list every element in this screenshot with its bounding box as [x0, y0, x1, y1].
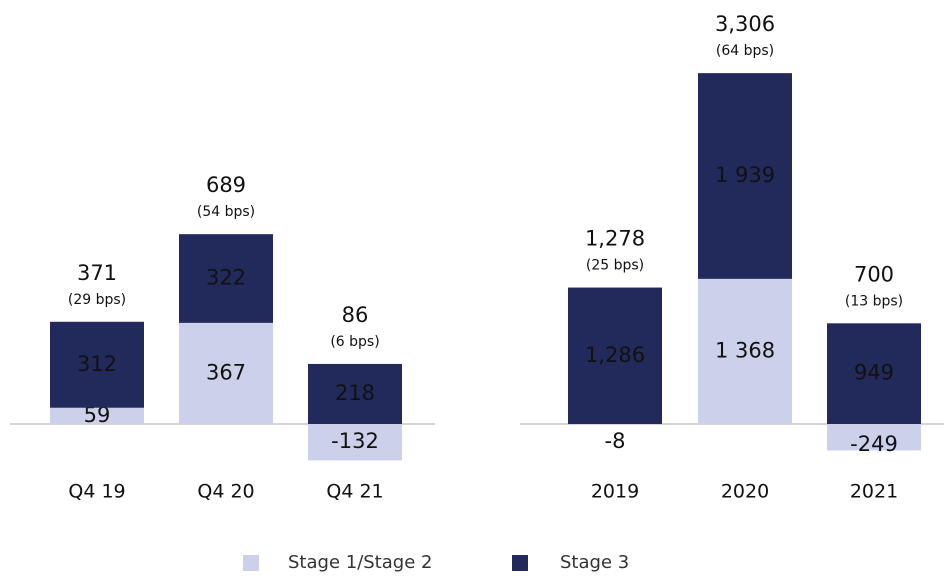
- total-label: 700: [854, 262, 894, 286]
- segment-label: 1 368: [715, 338, 775, 362]
- total-bps: (25 bps): [586, 258, 644, 274]
- total-bps: (6 bps): [330, 334, 379, 350]
- bar-segment: [698, 73, 792, 279]
- x-tick-label: Q4 20: [197, 481, 254, 503]
- x-tick-label: 2019: [591, 481, 639, 503]
- legend-swatch: [512, 555, 528, 571]
- total-label: 689: [206, 173, 246, 197]
- bar-segment: [179, 322, 273, 424]
- total-label: 371: [77, 261, 117, 285]
- bar-segment: [698, 278, 792, 424]
- x-tick-label: 2020: [721, 481, 769, 503]
- segment-label: -132: [331, 429, 379, 453]
- bar-segment: [308, 363, 402, 424]
- total-bps: (13 bps): [845, 293, 903, 309]
- segment-label: 218: [335, 381, 375, 405]
- bar-segment: [827, 323, 921, 424]
- segment-label: 322: [206, 266, 246, 290]
- total-bps: (29 bps): [68, 292, 126, 308]
- segment-label: 949: [854, 361, 894, 385]
- segment-label: 367: [206, 360, 246, 384]
- total-label: 86: [342, 303, 369, 327]
- total-label: 1,278: [585, 227, 645, 251]
- segment-label: 1 939: [715, 163, 775, 187]
- x-tick-label: Q4 21: [326, 481, 383, 503]
- bar-segment: [568, 424, 662, 425]
- segment-label: -249: [850, 432, 898, 456]
- x-tick-label: Q4 19: [68, 481, 125, 503]
- bar-segment: [308, 424, 402, 461]
- total-bps: (64 bps): [716, 43, 774, 59]
- x-tick-label: 2021: [850, 481, 898, 503]
- legend-label: Stage 1/Stage 2: [288, 552, 432, 573]
- legend-label: Stage 3: [560, 552, 629, 573]
- bar-segment: [50, 407, 144, 424]
- bar-segment: [50, 321, 144, 408]
- segment-label: -8: [605, 429, 626, 453]
- legend-swatch: [243, 555, 259, 571]
- total-label: 3,306: [715, 12, 775, 36]
- bar-segment: [179, 234, 273, 323]
- segment-label: 1,286: [585, 343, 645, 367]
- segment-label: 312: [77, 352, 117, 376]
- bar-segment: [568, 287, 662, 424]
- total-bps: (54 bps): [197, 204, 255, 220]
- bar-segment: [827, 424, 921, 451]
